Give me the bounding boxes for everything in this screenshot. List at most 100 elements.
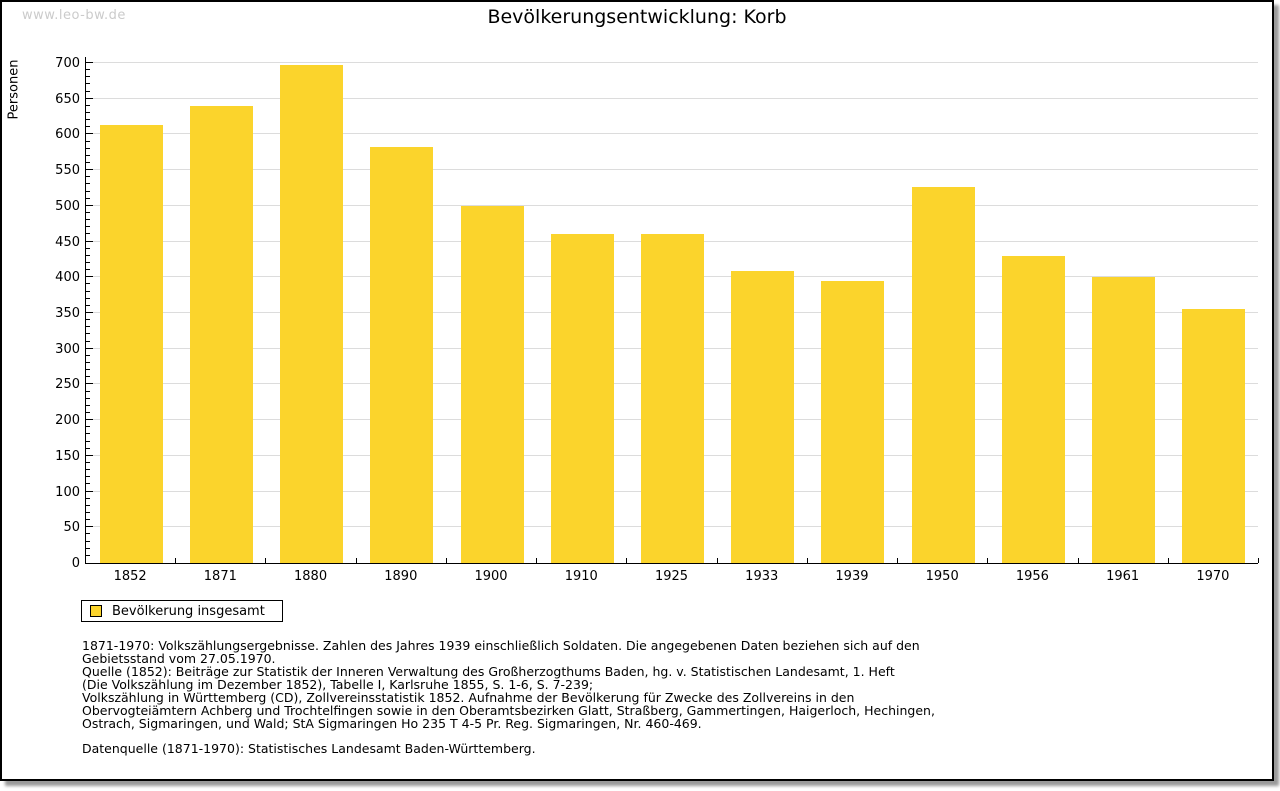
y-major-tick — [86, 347, 93, 349]
y-minor-tick — [86, 376, 90, 378]
x-tick-label-1970: 1970 — [1196, 569, 1230, 584]
bar-1925 — [641, 233, 704, 563]
footnote-line-6: Obervogteiämtern Achberg und Trochtelfin… — [82, 703, 935, 718]
legend-swatch-icon — [90, 605, 102, 617]
bar-1871 — [189, 105, 253, 563]
y-tick-label-0: 0 — [71, 556, 80, 571]
x-separator-tick — [445, 558, 447, 563]
x-separator-tick — [536, 558, 538, 563]
y-major-tick — [86, 62, 93, 63]
y-minor-tick — [86, 362, 90, 363]
footnote-line-5: Volkszählung in Württemberg (CD), Zollve… — [82, 690, 855, 705]
gridline-y600 — [86, 133, 1258, 135]
y-minor-tick — [86, 354, 90, 356]
y-minor-tick — [86, 83, 90, 85]
y-minor-tick — [86, 154, 90, 156]
y-minor-tick — [86, 140, 90, 142]
y-minor-tick — [86, 469, 90, 471]
y-tick-label-550: 550 — [55, 163, 80, 179]
gridline-y650 — [86, 97, 1258, 99]
x-tick-label-1871: 1871 — [203, 569, 237, 584]
y-tick-label-500: 500 — [55, 198, 80, 214]
plot-area — [85, 57, 1259, 564]
x-separator-tick — [175, 558, 177, 563]
footnotes: 1871-1970: Volkszählungsergebnisse. Zahl… — [82, 639, 935, 755]
footnote-line-1: 1871-1970: Volkszählungsergebnisse. Zahl… — [82, 638, 920, 653]
y-major-tick — [86, 419, 93, 421]
y-minor-tick — [86, 76, 90, 78]
y-minor-tick — [86, 197, 90, 199]
x-separator-tick — [987, 558, 989, 563]
x-axis-tick-labels: 1852 1871 1880 1890 1900 1910 1925 1933 1939 1950… — [85, 569, 1258, 585]
y-minor-tick — [86, 219, 90, 221]
y-minor-tick — [86, 547, 90, 549]
y-minor-tick — [86, 397, 90, 399]
y-tick-label-600: 600 — [55, 127, 80, 143]
footnote-lines: 1871-1970: Volkszählungsergebnisse. Zahl… — [82, 639, 935, 730]
y-minor-tick — [86, 283, 90, 285]
bar-1961 — [1092, 277, 1156, 563]
y-minor-tick — [86, 476, 90, 478]
y-minor-tick — [86, 554, 90, 556]
y-minor-tick — [86, 483, 90, 485]
gridline-y550 — [86, 169, 1258, 171]
bar-1852 — [99, 125, 163, 563]
y-tick-label-450: 450 — [55, 234, 80, 250]
gridline-y700 — [86, 62, 1258, 63]
y-major-tick — [86, 97, 93, 99]
y-major-tick — [86, 526, 93, 528]
legend-label: Bevölkerung insgesamt — [112, 603, 265, 619]
y-minor-tick — [86, 90, 90, 92]
bar-1950 — [911, 186, 975, 563]
y-minor-tick — [86, 540, 90, 542]
x-tick-label-1950: 1950 — [925, 569, 959, 584]
y-minor-tick — [86, 119, 90, 121]
y-minor-tick — [86, 212, 90, 213]
bar-1890 — [370, 146, 434, 563]
bar-1880 — [280, 65, 344, 563]
y-minor-tick — [86, 69, 90, 71]
y-minor-tick — [86, 304, 90, 306]
y-minor-tick — [86, 533, 90, 535]
footnote-line-2: Gebietsstand vom 27.05.1970. — [82, 651, 276, 666]
y-minor-tick — [86, 290, 90, 292]
y-minor-tick — [86, 190, 90, 192]
y-minor-tick — [86, 176, 90, 178]
y-minor-tick — [86, 233, 90, 235]
y-tick-label-250: 250 — [55, 377, 80, 393]
y-minor-tick — [86, 147, 90, 149]
y-major-tick — [86, 240, 93, 242]
x-tick-label-1933: 1933 — [745, 569, 779, 584]
y-tick-label-200: 200 — [55, 413, 80, 429]
y-minor-tick — [86, 333, 90, 335]
bar-1933 — [731, 270, 795, 563]
y-tick-label-150: 150 — [55, 448, 80, 464]
x-tick-label-1852: 1852 — [113, 569, 147, 584]
y-tick-label-700: 700 — [55, 56, 80, 71]
y-minor-tick — [86, 519, 90, 521]
x-tick-label-1939: 1939 — [835, 569, 869, 584]
y-tick-label-650: 650 — [55, 91, 80, 107]
x-tick-label-1956: 1956 — [1015, 569, 1049, 584]
x-tick-label-1961: 1961 — [1106, 569, 1140, 584]
y-minor-tick — [86, 369, 90, 371]
y-minor-tick — [86, 512, 90, 513]
y-minor-tick — [86, 504, 90, 506]
y-major-tick — [86, 276, 93, 278]
y-minor-tick — [86, 433, 90, 435]
x-tick-label-1880: 1880 — [294, 569, 328, 584]
gridline-y500 — [86, 204, 1258, 206]
y-minor-tick — [86, 162, 90, 163]
y-tick-label-300: 300 — [55, 341, 80, 357]
x-separator-tick — [716, 558, 718, 563]
x-separator-tick — [1077, 558, 1079, 563]
y-tick-label-100: 100 — [55, 484, 80, 500]
datasource-line: Datenquelle (1871-1970): Statistisches L… — [82, 741, 536, 756]
y-major-tick — [86, 383, 93, 385]
footnote-line-3: Quelle (1852): Beiträge zur Statistik de… — [82, 664, 895, 679]
y-minor-tick — [86, 447, 90, 449]
bar-1970 — [1182, 308, 1246, 563]
y-tick-label-350: 350 — [55, 306, 80, 321]
